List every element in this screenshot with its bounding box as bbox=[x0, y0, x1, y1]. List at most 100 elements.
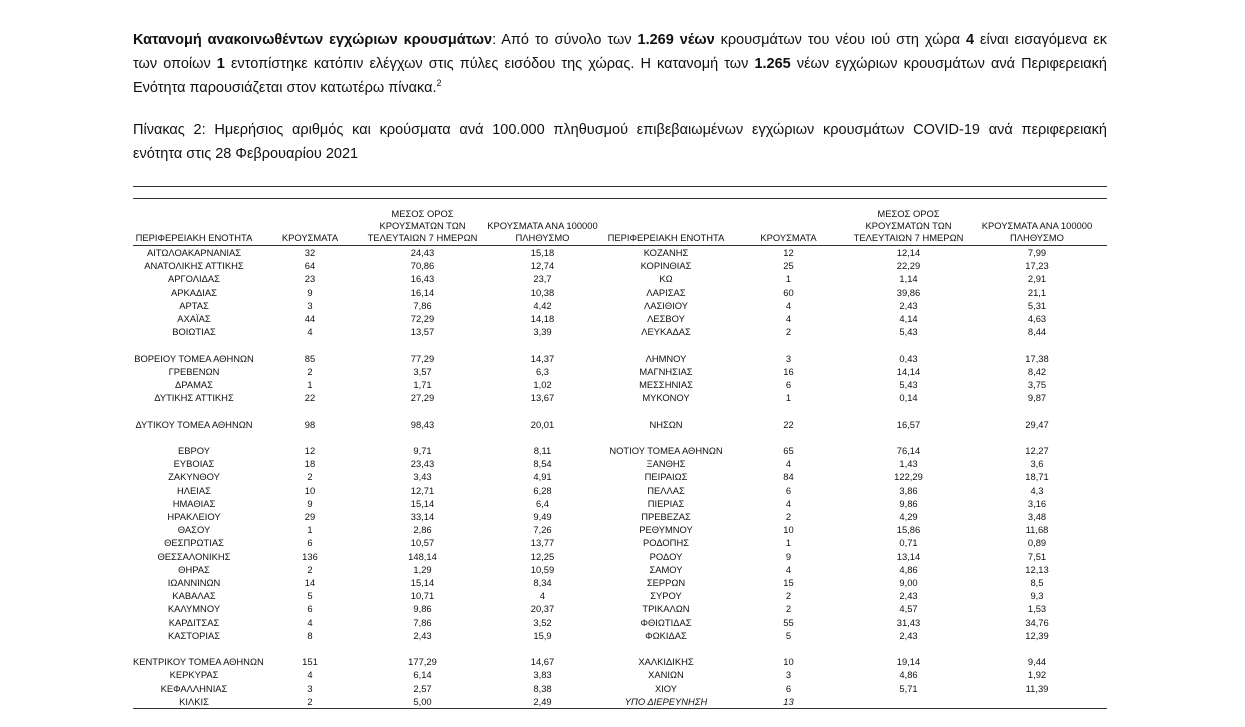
seven-day-average: 5,43 bbox=[899, 326, 918, 338]
cases: 2 bbox=[255, 694, 365, 710]
table-row: ΕΒΡΟΥ 12 9,71 8,11 ΝΟΤΙΟΥ ΤΟΜΕΑ ΑΘΗΝΩΝ 65 76,1… bbox=[133, 444, 1107, 457]
cases-per-100k: 14,67 bbox=[530, 656, 555, 668]
cases: 9 bbox=[785, 550, 792, 562]
cases: 6 bbox=[785, 682, 792, 694]
footnote-marker: 2 bbox=[436, 78, 442, 89]
region-name: ΖΑΚΥΝΘΟΥ bbox=[168, 471, 220, 483]
seven-day-average: 9,71 bbox=[413, 445, 432, 456]
intro-text: εντοπίστηκε κατόπιν ελέγχων στις πύλες ε… bbox=[224, 56, 755, 72]
region-name: ΠΕΙΡΑΙΩΣ bbox=[644, 471, 688, 483]
cases-per-100k: 13,67 bbox=[530, 392, 555, 404]
empty-cell bbox=[133, 338, 255, 351]
seven-day-average: 2,57 bbox=[413, 682, 432, 694]
cases: 3 bbox=[307, 299, 313, 311]
table-row: ΚΑΒΑΛΑΣ 5 10,71 4 ΣΥΡΟΥ 2 2,43 9,3 bbox=[133, 589, 1107, 602]
cases-per-100k: 9,87 bbox=[1027, 392, 1047, 404]
region-name: ΕΥΒΟΙΑΣ bbox=[173, 458, 215, 470]
cases: 85 bbox=[304, 352, 316, 364]
region-name: ΒΟΡΕΙΟΥ ΤΟΜΕΑ ΑΘΗΝΩΝ bbox=[134, 352, 254, 364]
region-name: ΔΡΑΜΑΣ bbox=[175, 379, 213, 391]
cases: 4 bbox=[785, 299, 792, 311]
cases: 1 bbox=[785, 273, 792, 285]
cases-per-100k: 4 bbox=[539, 590, 546, 602]
seven-day-average: 4,86 bbox=[899, 669, 918, 681]
seven-day-average: 10,57 bbox=[410, 537, 435, 549]
cases: 4 bbox=[307, 326, 313, 338]
cases-per-100k: 4,63 bbox=[1027, 313, 1047, 325]
region-name: ΛΑΣΙΘΙΟΥ bbox=[643, 299, 689, 311]
cases-per-100k: 0,89 bbox=[1027, 537, 1047, 549]
seven-day-average: 4,29 bbox=[899, 511, 918, 523]
region-name: ΚΩ bbox=[659, 273, 673, 285]
region-name: ΕΒΡΟΥ bbox=[177, 445, 210, 456]
intro-text: νέων εγχώριων κρουσμάτων ανά Περιφερειακ… bbox=[790, 56, 1107, 72]
spacer-row bbox=[133, 642, 1107, 655]
region-name: ΝΟΤΙΟΥ ΤΟΜΕΑ ΑΘΗΝΩΝ bbox=[609, 445, 723, 456]
table-row: ΘΕΣΠΡΩΤΙΑΣ 6 10,57 13,77 ΡΟΔΟΠΗΣ 1 0,71 0,89 bbox=[133, 536, 1107, 549]
empty-cell bbox=[967, 642, 1107, 655]
cases-per-100k: 17,23 bbox=[1025, 260, 1049, 272]
seven-day-average: 7,86 bbox=[413, 616, 432, 628]
seven-day-average: 2,43 bbox=[899, 629, 918, 641]
header-cases: ΚΡΟΥΣΜΑΤΑ bbox=[255, 208, 365, 246]
intro-text: είναι εισαγόμενα εκ bbox=[974, 32, 1108, 48]
header-per-100k: ΚΡΟΥΣΜΑΤΑ ΑΝΑ 100000 ΠΛΗΘΥΣΜΟ bbox=[480, 208, 605, 246]
region-name: ΑΝΑΤΟΛΙΚΗΣ ΑΤΤΙΚΗΣ bbox=[144, 260, 244, 272]
cases: 8 bbox=[307, 629, 313, 641]
region-name: ΧΑΛΚΙΔΙΚΗΣ bbox=[638, 656, 694, 668]
cases-per-100k: 8,42 bbox=[1027, 365, 1047, 377]
seven-day-average: 72,29 bbox=[410, 313, 435, 325]
empty-cell bbox=[727, 338, 850, 351]
empty-cell bbox=[967, 404, 1107, 417]
empty-cell bbox=[727, 642, 850, 655]
region-name: ΛΑΡΙΣΑΣ bbox=[646, 286, 686, 298]
cases: 60 bbox=[783, 286, 794, 298]
empty-cell bbox=[850, 338, 967, 351]
cases-per-100k: 29,47 bbox=[1025, 418, 1049, 430]
region-name: ΣΑΜΟΥ bbox=[649, 563, 683, 575]
cases: 136 bbox=[302, 550, 318, 562]
cases: 16 bbox=[783, 365, 794, 377]
table-row: ΑΡΚΑΔΙΑΣ 9 16,14 10,38 ΛΑΡΙΣΑΣ 60 39,86 21,1 bbox=[133, 286, 1107, 299]
cases-per-100k: 3,83 bbox=[533, 669, 552, 681]
seven-day-average: 0,14 bbox=[899, 392, 918, 404]
empty-cell bbox=[967, 431, 1107, 444]
table-row: ΒΟΙΩΤΙΑΣ 4 13,57 3,39 ΛΕΥΚΑΔΑΣ 2 5,43 8,44 bbox=[133, 325, 1107, 338]
seven-day-average: 31,43 bbox=[896, 616, 921, 628]
cases-per-100k: 10,59 bbox=[530, 563, 555, 575]
region-name: ΚΑΣΤΟΡΙΑΣ bbox=[167, 629, 221, 641]
empty-cell bbox=[480, 642, 605, 655]
intro-text: Ενότητα παρουσιάζεται στον κατωτέρω πίνα… bbox=[133, 80, 437, 96]
cases-per-100k: 21,1 bbox=[1027, 286, 1047, 298]
cases-per-100k: 7,99 bbox=[1027, 247, 1047, 258]
cases: 2 bbox=[785, 511, 792, 523]
spacer-row bbox=[133, 431, 1107, 444]
cases: 55 bbox=[783, 616, 794, 628]
cases-per-100k: 11,68 bbox=[1025, 524, 1049, 536]
table-second-rule bbox=[133, 198, 1107, 199]
empty-cell bbox=[255, 338, 365, 351]
seven-day-average: 2,43 bbox=[899, 590, 918, 602]
region-name: ΧΙΟΥ bbox=[654, 682, 678, 694]
cases-per-100k: 5,31 bbox=[1027, 299, 1047, 311]
table-row: ΚΕΝΤΡΙΚΟΥ ΤΟΜΕΑ ΑΘΗΝΩΝ 151 177,29 14,67 ΧΑΛΚ… bbox=[133, 655, 1107, 668]
region-name: ΗΡΑΚΛΕΙΟΥ bbox=[167, 511, 221, 523]
seven-day-average bbox=[850, 694, 967, 710]
table-header-row: ΠΕΡΙΦΕΡΕΙΑΚΗ ΕΝΟΤΗΤΑ ΚΡΟΥΣΜΑΤΑ ΜΕΣΟΣ ΟΡΟΣ … bbox=[133, 208, 1107, 246]
table-caption: Πίνακας 2: Ημερήσιος αριθμός και κρούσμα… bbox=[133, 118, 1107, 166]
empty-cell bbox=[255, 642, 365, 655]
seven-day-average: 14,14 bbox=[896, 365, 921, 377]
caption-line: Πίνακας 2: Ημερήσιος αριθμός και κρούσμα… bbox=[133, 122, 1107, 138]
cases-per-100k: 9,44 bbox=[1027, 656, 1047, 668]
seven-day-average: 12,71 bbox=[410, 484, 435, 496]
table-row: ΚΑΣΤΟΡΙΑΣ 8 2,43 15,9 ΦΩΚΙΔΑΣ 5 2,43 12,39 bbox=[133, 629, 1107, 642]
table-row: ΑΙΤΩΛΟΑΚΑΡΝΑΝΙΑΣ 32 24,43 15,18 ΚΟΖΑΝΗΣ 12 12,… bbox=[133, 246, 1107, 260]
seven-day-average: 4,14 bbox=[899, 313, 918, 325]
region-name: ΑΡΚΑΔΙΑΣ bbox=[171, 286, 217, 298]
cases: 84 bbox=[783, 471, 794, 483]
intro-bold-text: Κατανομή ανακοινωθέντων εγχώριων κρουσμά… bbox=[133, 32, 493, 48]
table-row: ΙΩΑΝΝΙΝΩΝ 14 15,14 8,34 ΣΕΡΡΩΝ 15 9,00 8,5 bbox=[133, 576, 1107, 589]
seven-day-average: 1,43 bbox=[899, 458, 918, 470]
seven-day-average: 3,43 bbox=[413, 471, 432, 483]
seven-day-average: 5,43 bbox=[899, 379, 918, 391]
